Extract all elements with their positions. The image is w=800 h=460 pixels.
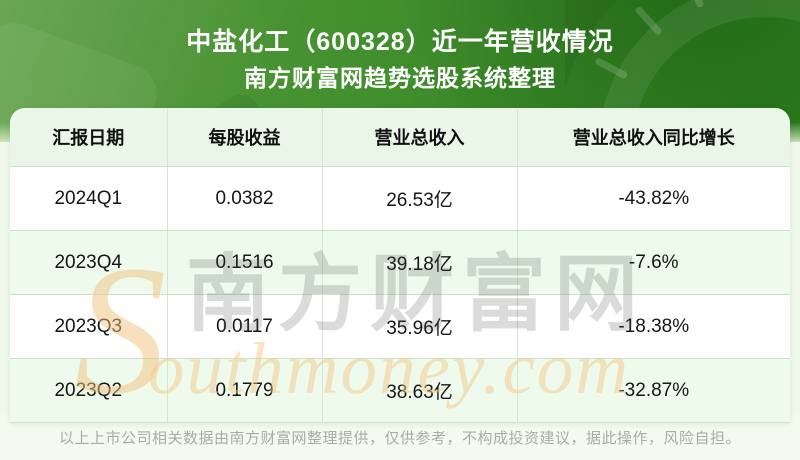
cell-eps: 0.1779	[167, 358, 323, 423]
cell-report-date: 2024Q1	[10, 166, 168, 231]
cell-eps: 0.1516	[167, 230, 323, 295]
page-title: 中盐化工（600328）近一年营收情况	[186, 28, 614, 56]
cell-report-date: 2023Q2	[10, 358, 168, 423]
cell-revenue-yoy-growth: -7.6%	[517, 230, 790, 295]
cell-revenue-yoy-growth: -18.38%	[517, 294, 790, 359]
table-row: 2024Q1 0.0382 26.53亿 -43.82%	[10, 166, 790, 231]
cell-revenue-yoy-growth: -32.87%	[517, 358, 790, 423]
page-subtitle: 南方财富网趋势选股系统整理	[244, 65, 556, 91]
table-row: 2023Q3 0.0117 35.96亿 -18.38%	[10, 294, 790, 359]
cell-eps: 0.0117	[167, 294, 323, 359]
revenue-table: 汇报日期 每股收益 营业总收入 营业总收入同比增长 2024Q1 0.0382 …	[10, 108, 790, 423]
cell-report-date: 2023Q4	[10, 230, 168, 295]
table-row: 2023Q2 0.1779 38.63亿 -32.87%	[10, 358, 790, 423]
col-header-report-date: 汇报日期	[10, 108, 168, 167]
table-row: 2023Q4 0.1516 39.18亿 -7.6%	[10, 230, 790, 295]
cell-eps: 0.0382	[167, 166, 323, 231]
col-header-eps: 每股收益	[167, 108, 323, 167]
cell-total-revenue: 35.96亿	[322, 294, 518, 359]
cell-total-revenue: 39.18亿	[322, 230, 518, 295]
cell-total-revenue: 38.63亿	[322, 358, 518, 423]
table-header-row: 汇报日期 每股收益 营业总收入 营业总收入同比增长	[10, 108, 790, 167]
cell-report-date: 2023Q3	[10, 294, 168, 359]
col-header-total-revenue: 营业总收入	[322, 108, 518, 167]
disclaimer-text: 以上上市公司相关数据由南方财富网整理提供，仅供参考，不构成投资建议，据此操作，风…	[58, 430, 741, 447]
cell-total-revenue: 26.53亿	[322, 166, 518, 231]
cell-revenue-yoy-growth: -43.82%	[517, 166, 790, 231]
col-header-revenue-yoy-growth: 营业总收入同比增长	[517, 108, 790, 167]
